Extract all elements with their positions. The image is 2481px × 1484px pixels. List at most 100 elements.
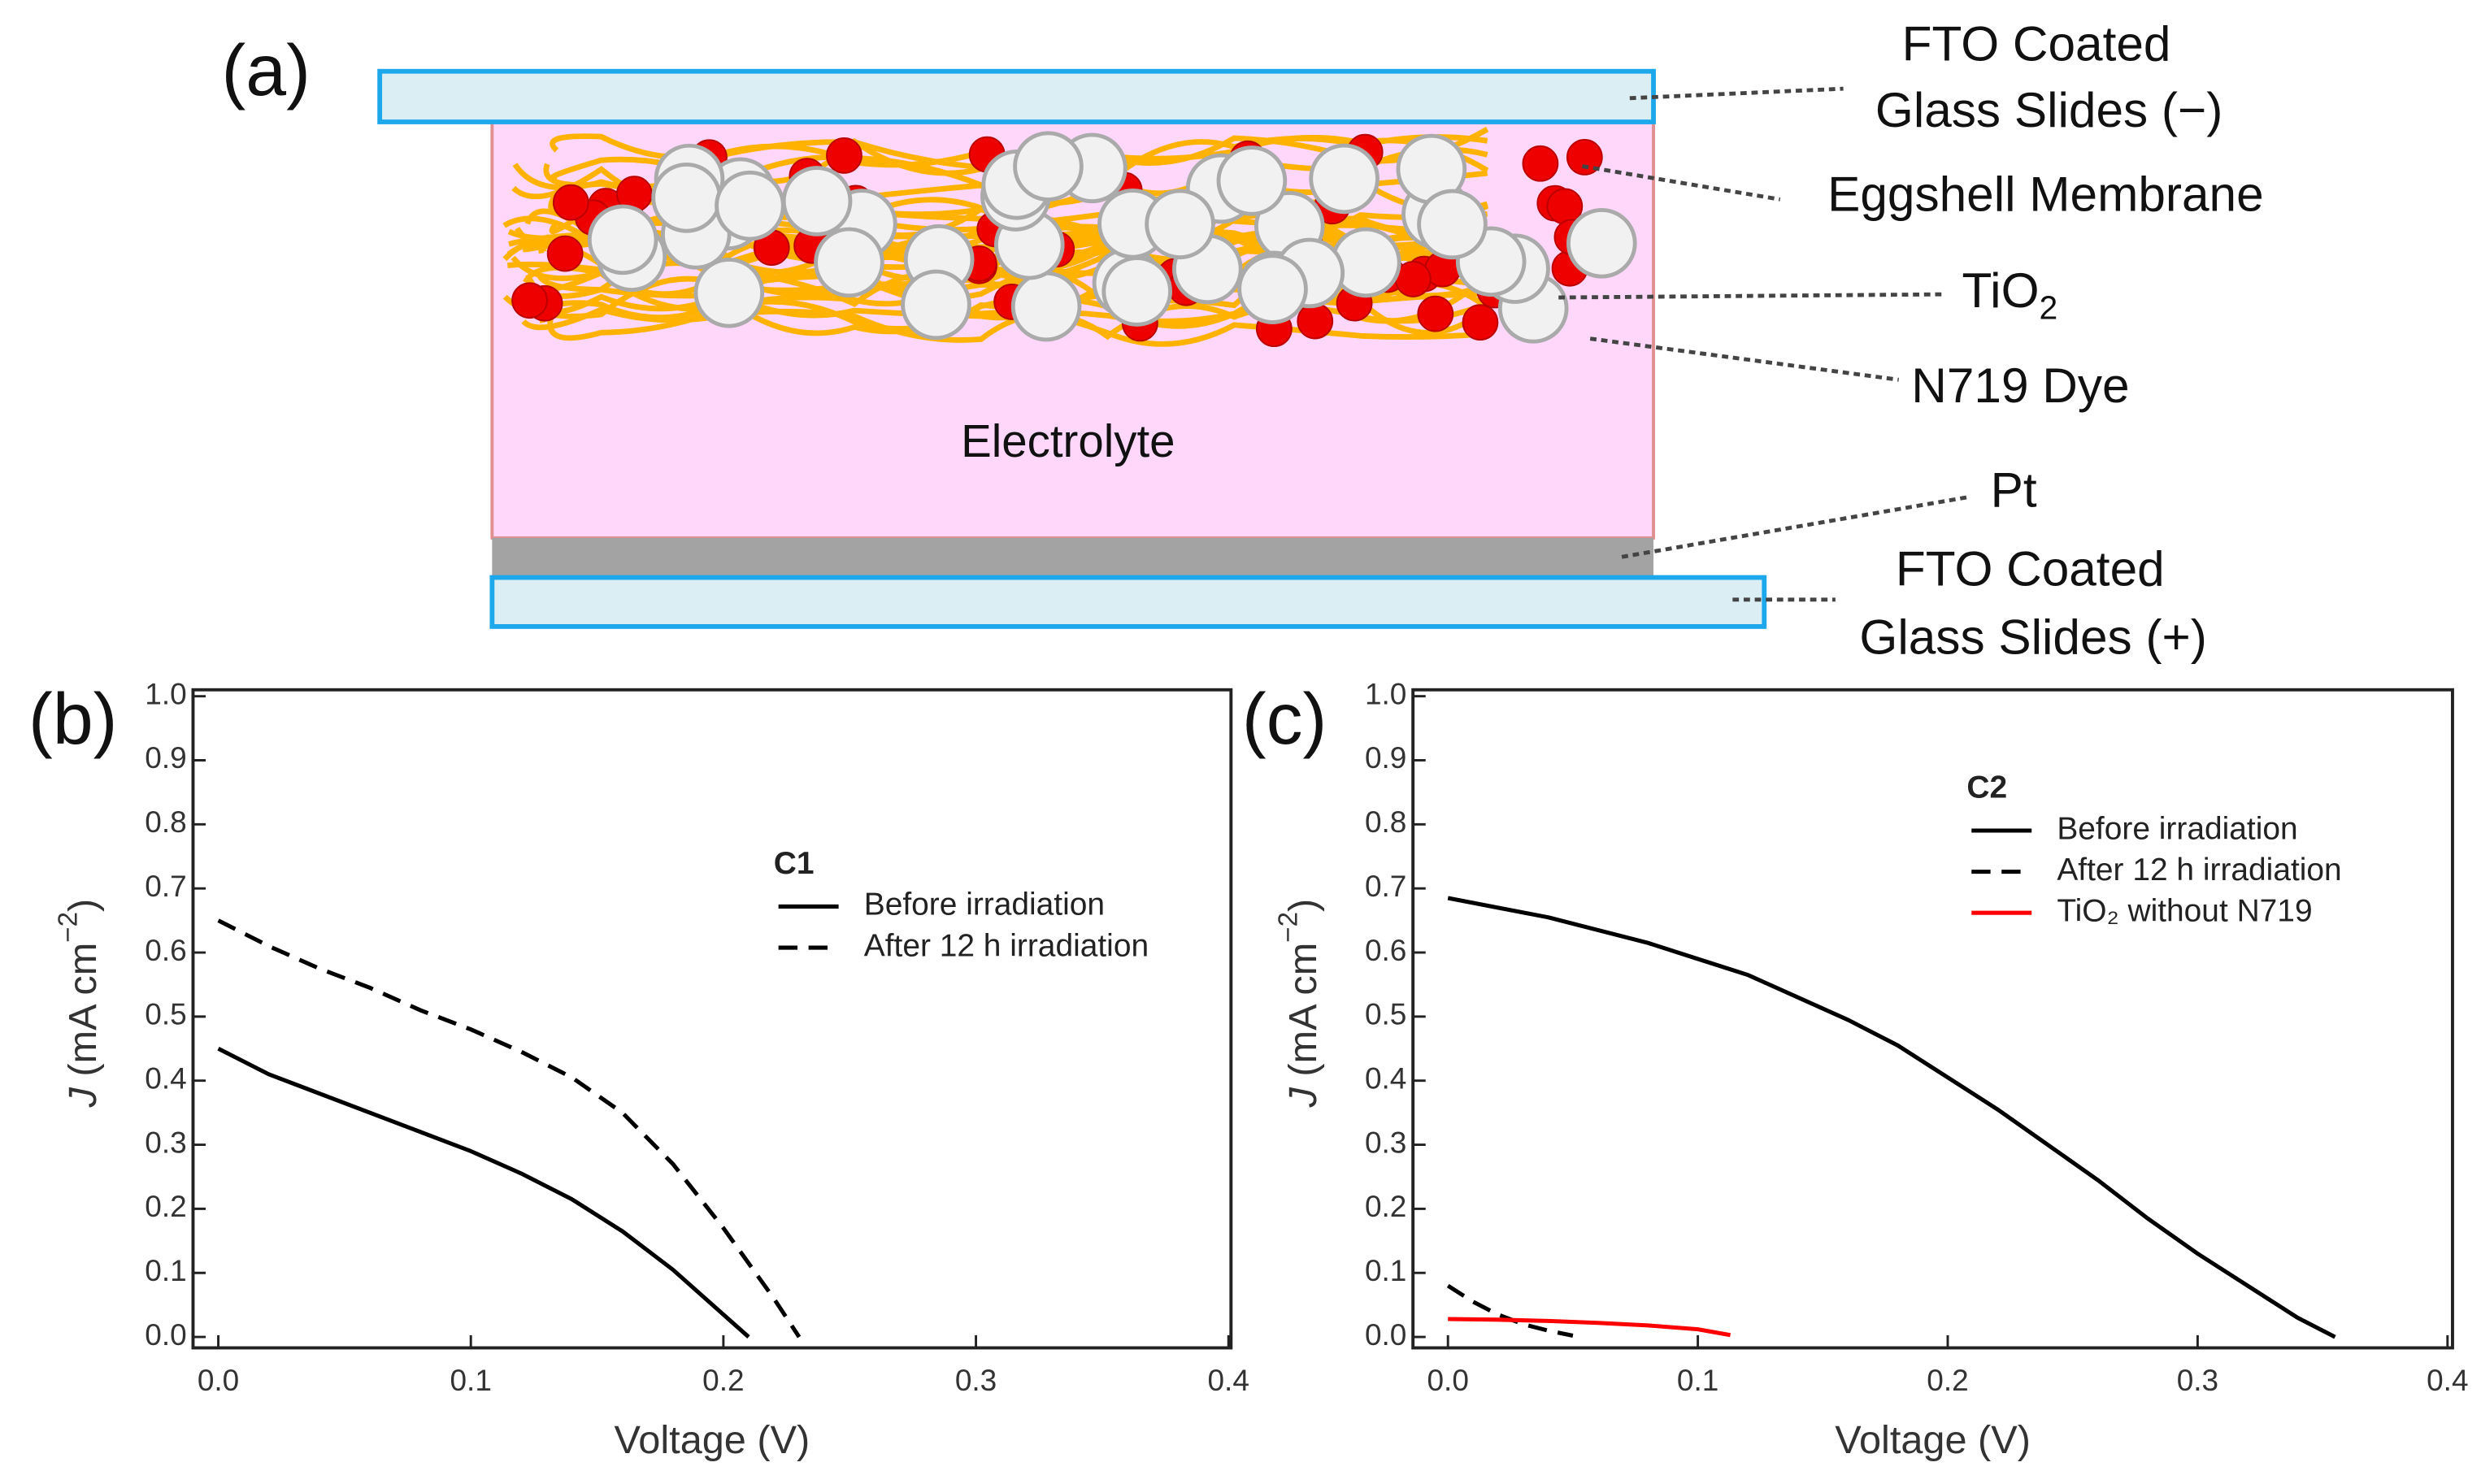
x-tick-label: 0.3 xyxy=(955,1364,997,1397)
label: FTO Coated xyxy=(1902,15,2171,71)
y-label-part: ) xyxy=(1281,899,1325,912)
dye-particle xyxy=(1522,145,1559,182)
tio2-particle xyxy=(693,257,765,328)
dye-particle xyxy=(1462,304,1499,341)
leader xyxy=(1629,86,1844,101)
chart: (c) 0.0 0.1 0.2 0.3 0.4 0.0 0.1 0.2 0.3 0.4 0.5 0.6 0… xyxy=(1242,677,2469,1462)
dye-particle xyxy=(552,184,589,221)
legend-label: After 12 h irradiation xyxy=(2057,853,2341,887)
y-tick-label: 0.9 xyxy=(1365,741,1406,775)
tio2-particle xyxy=(1566,208,1637,279)
y-tick-label: 0.7 xyxy=(145,870,186,903)
y-tick-label: 0.0 xyxy=(145,1318,186,1352)
y-tick-label: 0.2 xyxy=(1365,1190,1406,1223)
y-tick-label: 0.9 xyxy=(145,741,186,775)
y-tick-label: 0.4 xyxy=(1365,1061,1406,1095)
y-tick-label: 0.8 xyxy=(145,805,186,839)
x-tick-label: 0.3 xyxy=(2177,1364,2218,1397)
label: Glass Slides (−) xyxy=(1875,82,2222,137)
label: Eggshell Membrane xyxy=(1827,166,2264,221)
y-label-part: −2 xyxy=(53,912,83,943)
x-axis-label: Voltage (V) xyxy=(1835,1418,2031,1462)
leader xyxy=(1582,164,1781,202)
label: Electrolyte xyxy=(961,415,1175,466)
tio2-particle xyxy=(1417,189,1488,260)
tio2-particle xyxy=(781,166,853,236)
y-tick-label: 0.2 xyxy=(145,1190,186,1223)
leader xyxy=(1558,292,1944,300)
y-label-part: ) xyxy=(61,899,105,912)
y-tick-label: 0.3 xyxy=(1365,1126,1406,1159)
series-line xyxy=(1448,1317,1731,1338)
y-label-part: J xyxy=(61,1087,105,1108)
cell-diagram: (a) FTO Coated Glass Slides (−) Eggshell… xyxy=(222,15,2264,664)
pt-layer xyxy=(492,537,1654,578)
y-tick-label: 0.0 xyxy=(1365,1318,1406,1352)
x-tick-label: 0.2 xyxy=(702,1364,744,1397)
panel-label: (a) xyxy=(222,29,311,111)
leader xyxy=(1621,494,1970,559)
y-tick-label: 0.1 xyxy=(145,1254,186,1287)
x-tick-label: 0.1 xyxy=(1677,1364,1718,1397)
legend-label: Before irradiation xyxy=(2057,811,2297,846)
tio2-particle xyxy=(814,227,884,298)
x-tick-label: 0.1 xyxy=(450,1364,491,1397)
label: Pt xyxy=(1991,462,2037,517)
y-tick-label: 1.0 xyxy=(145,677,186,710)
tio2-particle xyxy=(1101,256,1172,327)
x-tick-label: 0.0 xyxy=(198,1364,239,1397)
y-label-part: (mA cm xyxy=(1281,943,1325,1087)
x-axis-label: Voltage (V) xyxy=(615,1418,810,1462)
legend-label: After 12 h irradiation xyxy=(864,928,1149,963)
series-line xyxy=(1447,896,2336,1339)
x-tick-label: 0.2 xyxy=(1927,1364,1968,1397)
panel-label: (c) xyxy=(1242,678,1327,759)
label: TiO2 xyxy=(1962,263,2058,326)
legend-label: TiO₂ without N719 xyxy=(2057,893,2312,928)
label: Glass Slides (+) xyxy=(1859,609,2206,664)
dye-particle xyxy=(1394,261,1432,297)
tio2-particle xyxy=(1010,271,1082,342)
x-tick-label: 0.4 xyxy=(1208,1364,1249,1397)
leader xyxy=(1589,336,1900,382)
tio2-particle xyxy=(1216,145,1288,216)
tio2-particle xyxy=(1237,254,1308,324)
label: FTO Coated xyxy=(1896,541,2165,597)
x-tick-label: 0.4 xyxy=(2427,1364,2468,1397)
label: N719 Dye xyxy=(1911,358,2129,413)
plot-frame xyxy=(1411,688,2454,1350)
membrane-layer xyxy=(502,127,1637,347)
dye-particle xyxy=(511,282,548,319)
fto-bottom xyxy=(489,575,1767,629)
y-tick-label: 1.0 xyxy=(1365,677,1406,710)
series-line xyxy=(217,1047,750,1339)
plot-frame xyxy=(191,688,1233,1350)
y-tick-label: 0.4 xyxy=(145,1061,186,1095)
legend-title: C2 xyxy=(1966,770,2007,805)
dye-particle xyxy=(1566,139,1603,176)
legend-label: Before irradiation xyxy=(864,887,1105,922)
dye-particle xyxy=(546,235,584,272)
dye-particle xyxy=(826,137,862,174)
dye-particle xyxy=(1297,302,1334,340)
tio2-particle xyxy=(715,170,785,241)
y-tick-label: 0.3 xyxy=(145,1126,186,1159)
panel-label: (b) xyxy=(28,678,117,759)
chart: (b) 0.0 0.1 0.2 0.3 0.4 0.0 0.1 0.2 0.3 0.4 0.5 0.6 0… xyxy=(28,677,1249,1462)
y-tick-label: 0.5 xyxy=(145,998,186,1031)
y-tick-label: 0.8 xyxy=(1365,805,1406,839)
y-axis-label: J (mA cm−2) xyxy=(53,899,105,1109)
fto-top xyxy=(377,68,1656,124)
tio2-particle xyxy=(651,163,722,233)
dye-particle xyxy=(1417,295,1454,332)
series-line xyxy=(217,918,802,1339)
label: TiO xyxy=(1962,263,2040,318)
y-tick-label: 0.6 xyxy=(145,934,186,967)
y-tick-label: 0.1 xyxy=(1365,1254,1406,1287)
y-tick-label: 0.6 xyxy=(1365,934,1406,967)
x-tick-label: 0.0 xyxy=(1427,1364,1468,1397)
y-label-part: J xyxy=(1281,1087,1325,1108)
y-tick-label: 0.7 xyxy=(1365,870,1406,903)
